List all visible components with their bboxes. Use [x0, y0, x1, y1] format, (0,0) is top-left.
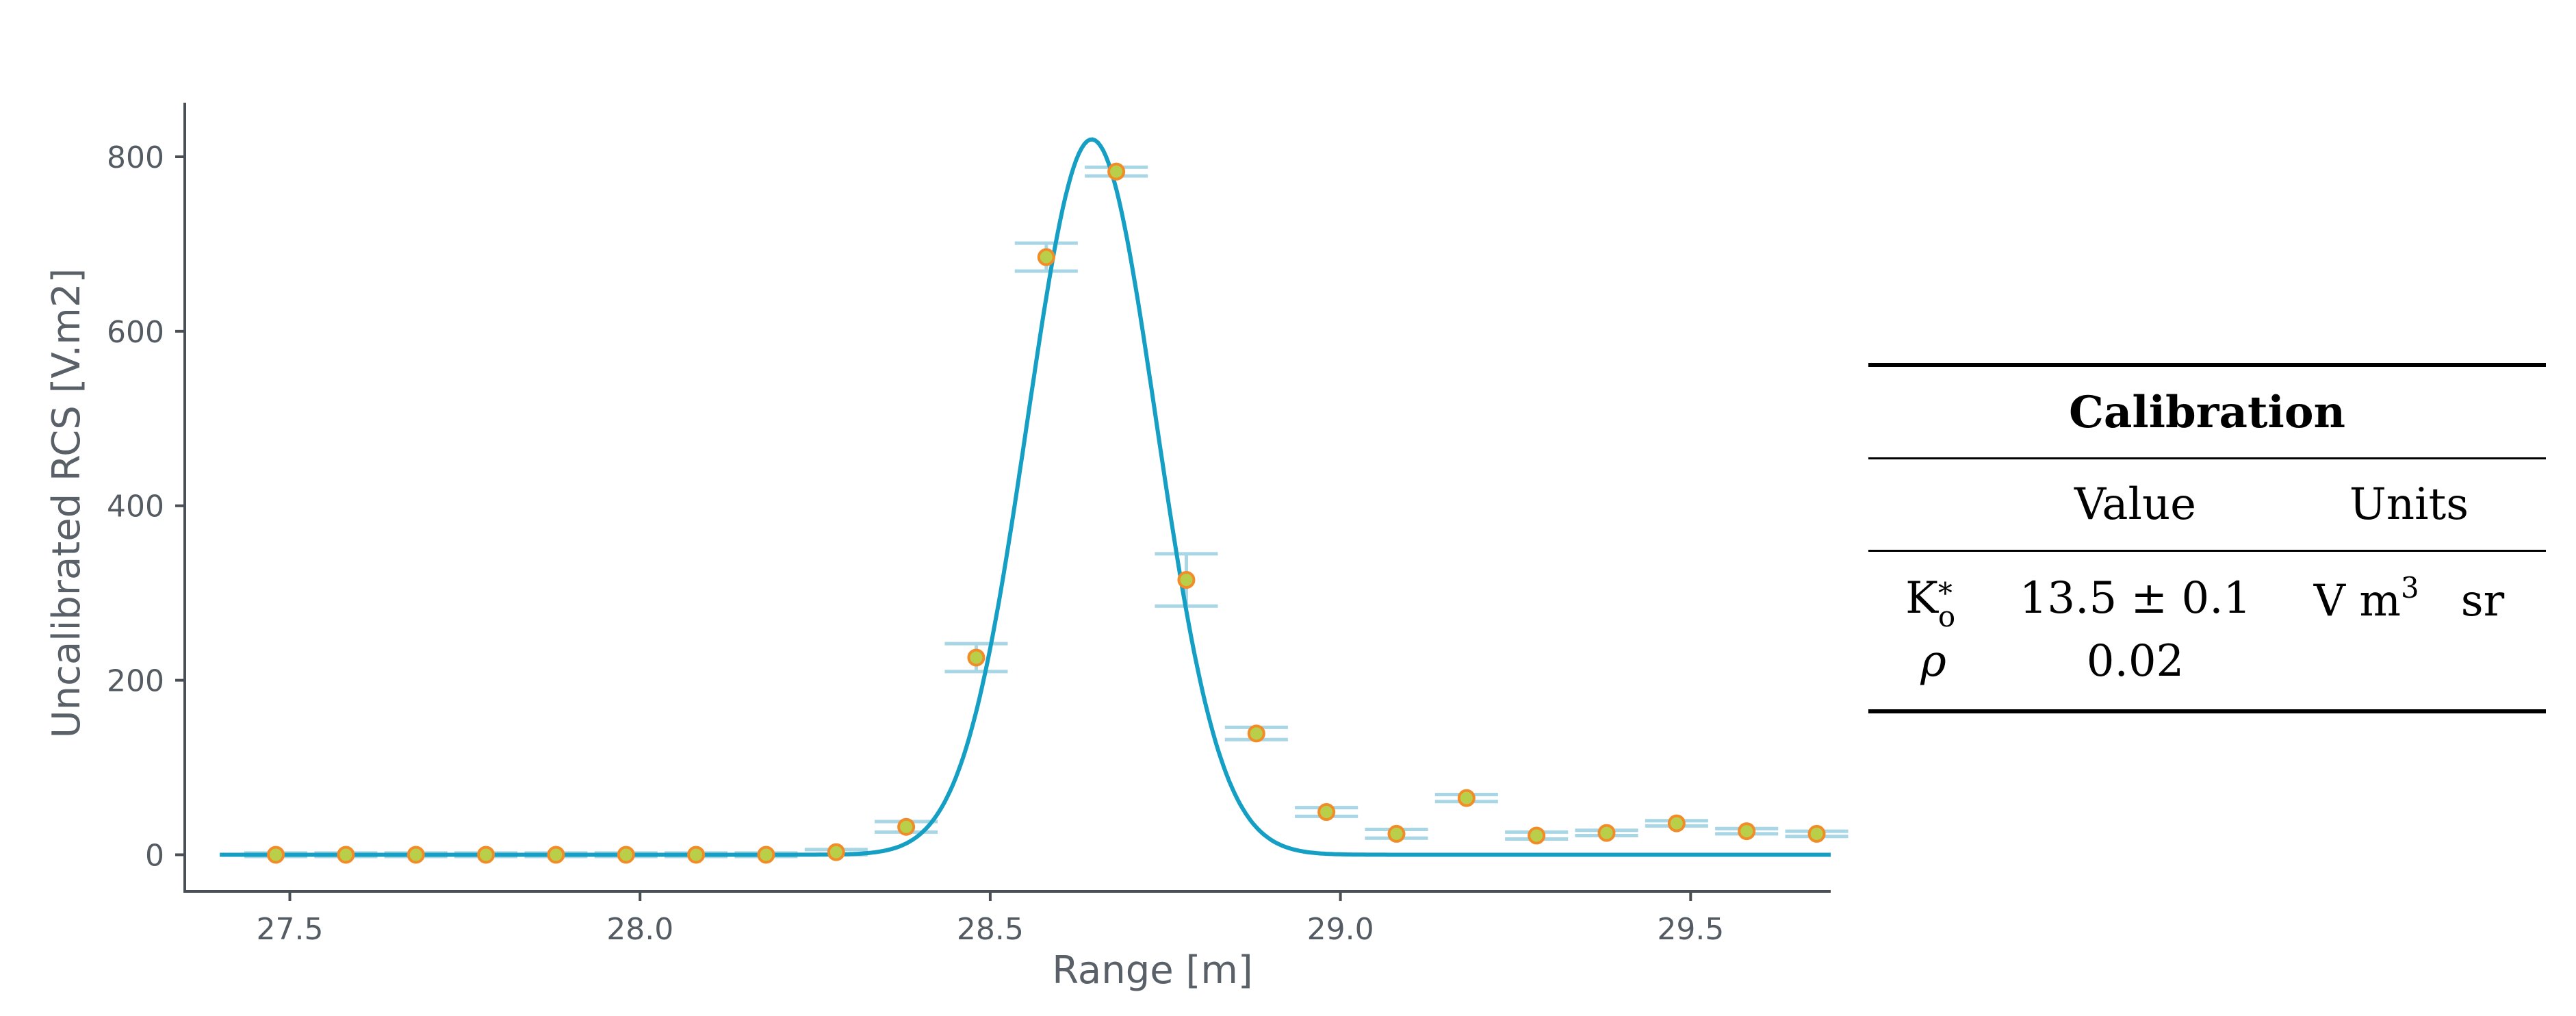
error-bars — [244, 165, 1849, 859]
x-tick-label: 28.5 — [957, 912, 1024, 947]
data-point — [1317, 803, 1336, 822]
data-point — [617, 846, 635, 864]
y-tick-label: 0 — [145, 838, 164, 873]
data-point — [1177, 571, 1196, 589]
table-row: ρ 0.02 — [1868, 630, 2546, 693]
row-units: V m3 sr — [2313, 570, 2505, 626]
data-point — [1667, 814, 1686, 833]
table-header-row: Value Units — [1868, 459, 2546, 550]
data-point — [407, 846, 425, 864]
table-title: Calibration — [2068, 386, 2346, 438]
x-axis-label: Range [m] — [1052, 948, 1253, 993]
table-top-rule — [1868, 363, 2546, 367]
calibration-table: Calibration Value Units K * o 13.5 ± 0.1 V… — [1868, 363, 2546, 713]
table-bottom-rule — [1868, 709, 2546, 713]
data-point — [687, 846, 706, 864]
x-tick-label: 28.0 — [606, 912, 673, 947]
table-title-rule — [1868, 457, 2546, 459]
data-point — [1807, 824, 1826, 843]
data-points — [267, 162, 1826, 864]
x-tick-label: 27.5 — [257, 912, 324, 947]
data-point — [267, 846, 285, 864]
y-tick-label: 200 — [107, 664, 164, 699]
data-point — [827, 843, 845, 861]
data-point — [1528, 826, 1546, 845]
data-point — [757, 846, 775, 864]
y-tick-label: 400 — [107, 490, 164, 524]
data-point — [1247, 724, 1265, 743]
data-point — [967, 648, 986, 667]
axis-spines — [183, 103, 1831, 893]
row-value: 0.02 — [2086, 636, 2185, 687]
data-point — [547, 846, 565, 864]
data-point — [337, 846, 355, 864]
x-tick-label: 29.0 — [1307, 912, 1374, 947]
data-point — [1457, 789, 1476, 807]
data-point — [1107, 162, 1126, 181]
row-value: 13.5 ± 0.1 — [2019, 573, 2252, 624]
header-units: Units — [2349, 479, 2469, 530]
data-point — [1597, 824, 1616, 842]
y-axis-label: Uncalibrated RCS [V.m2] — [44, 268, 89, 739]
header-value: Value — [2074, 479, 2197, 530]
row-symbol: ρ — [1920, 636, 1946, 687]
axes: 27.5 28.0 28.5 29.0 29.5 0 200 400 600 800 — [107, 103, 1831, 947]
fit-curve — [220, 137, 1831, 857]
row-symbol: K * o — [1905, 573, 1956, 633]
y-tick-label: 800 — [107, 140, 164, 175]
data-point — [897, 817, 916, 836]
x-tick-label: 29.5 — [1657, 912, 1724, 947]
data-point — [1387, 824, 1406, 843]
table-row: K * o 13.5 ± 0.1 V m3 sr — [1868, 567, 2546, 634]
data-point — [1037, 248, 1055, 266]
table-header-rule — [1868, 550, 2546, 552]
data-point — [477, 846, 495, 864]
y-tick-label: 600 — [107, 315, 164, 350]
table-body: K * o 13.5 ± 0.1 V m3 sr ρ 0.02 — [1868, 552, 2546, 709]
data-point — [1738, 822, 1756, 841]
